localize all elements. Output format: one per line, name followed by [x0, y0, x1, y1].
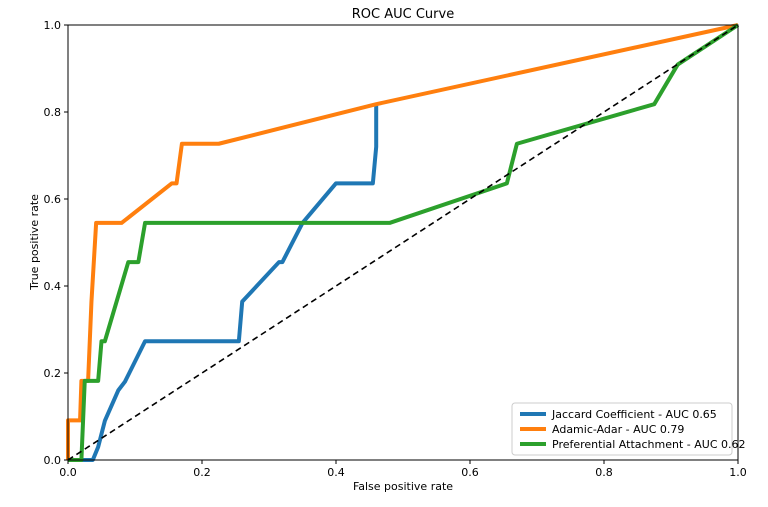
series-line-1 — [68, 104, 379, 462]
legend-label-2: Adamic-Adar - AUC 0.79 — [552, 423, 684, 436]
legend-label-3: Preferential Attachment - AUC 0.62 — [552, 438, 746, 451]
y-tick-label: 0.0 — [44, 454, 62, 467]
y-axis-ticks: 0.0 0.2 0.4 0.6 0.8 1.0 — [44, 19, 68, 467]
series-line-3 — [68, 23, 740, 462]
x-tick-label: 1.0 — [729, 466, 747, 479]
x-tick-label: 0.2 — [193, 466, 211, 479]
series-line-2 — [66, 23, 739, 460]
y-tick-label: 0.2 — [44, 367, 62, 380]
reference-diagonal-line — [67, 24, 739, 461]
y-axis-label: True positive rate — [28, 194, 41, 291]
legend-label-1: Jaccard Coefficient - AUC 0.65 — [551, 408, 717, 421]
legend-items: Jaccard Coefficient - AUC 0.65 Adamic-Ada… — [520, 408, 746, 451]
chart-title: ROC AUC Curve — [352, 7, 454, 22]
x-axis-ticks: 0.0 0.2 0.4 0.6 0.8 1.0 — [59, 460, 747, 479]
legend: Jaccard Coefficient - AUC 0.65 Adamic-Ada… — [511, 402, 746, 456]
y-tick-label: 0.4 — [44, 280, 62, 293]
plot-lines — [66, 23, 740, 462]
plot-frame — [67, 24, 739, 461]
x-axis-label: False positive rate — [353, 480, 453, 493]
y-tick-label: 1.0 — [44, 19, 62, 32]
x-tick-label: 0.6 — [461, 466, 479, 479]
x-tick-label: 0.4 — [327, 466, 345, 479]
y-tick-label: 0.8 — [44, 106, 62, 119]
legend-box — [511, 402, 733, 456]
x-tick-label: 0.8 — [595, 466, 613, 479]
y-tick-label: 0.6 — [44, 193, 62, 206]
x-tick-label: 0.0 — [59, 466, 77, 479]
